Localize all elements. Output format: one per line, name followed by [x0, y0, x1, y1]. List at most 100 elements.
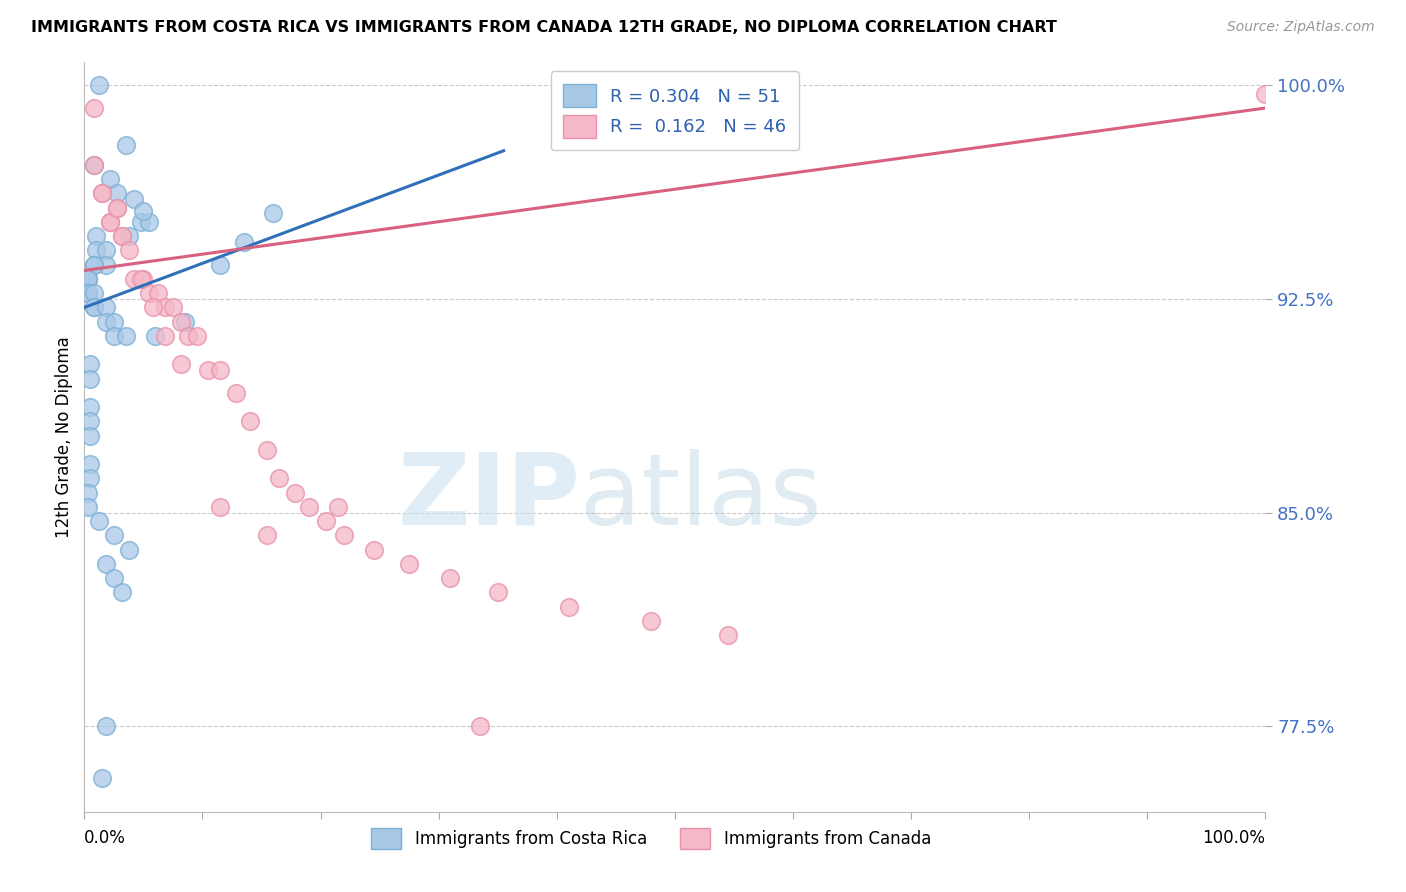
- Point: [94, 315, 117, 329]
- Point: [103, 528, 125, 542]
- Point: [83, 301, 105, 315]
- Point: [114, 138, 136, 153]
- Point: [79, 471, 101, 485]
- Point: [79, 372, 101, 386]
- Point: [83, 258, 105, 272]
- Point: [111, 229, 134, 244]
- Point: [439, 571, 461, 585]
- Point: [77, 272, 100, 286]
- Point: [103, 329, 125, 343]
- Point: [79, 428, 101, 442]
- Point: [142, 301, 165, 315]
- Point: [111, 585, 134, 599]
- Text: 100.0%: 100.0%: [1202, 829, 1265, 847]
- Point: [98, 172, 121, 186]
- Point: [103, 571, 125, 585]
- Point: [84, 229, 107, 244]
- Point: [77, 286, 100, 301]
- Point: [557, 599, 579, 614]
- Point: [132, 272, 155, 286]
- Point: [79, 414, 101, 428]
- Point: [107, 186, 129, 201]
- Point: [333, 528, 356, 542]
- Legend: Immigrants from Costa Rica, Immigrants from Canada: Immigrants from Costa Rica, Immigrants f…: [364, 822, 938, 855]
- Point: [84, 244, 107, 258]
- Text: atlas: atlas: [581, 449, 823, 546]
- Point: [284, 485, 307, 500]
- Point: [91, 186, 114, 201]
- Point: [94, 258, 117, 272]
- Point: [170, 315, 193, 329]
- Y-axis label: 12th Grade, No Diploma: 12th Grade, No Diploma: [55, 336, 73, 538]
- Point: [114, 329, 136, 343]
- Point: [328, 500, 350, 514]
- Point: [91, 186, 114, 201]
- Point: [129, 272, 152, 286]
- Point: [209, 500, 232, 514]
- Point: [232, 235, 254, 249]
- Point: [315, 514, 337, 528]
- Point: [79, 400, 101, 414]
- Point: [398, 557, 420, 571]
- Point: [146, 286, 169, 301]
- Point: [77, 272, 100, 286]
- Point: [262, 206, 284, 220]
- Point: [153, 329, 176, 343]
- Point: [468, 719, 491, 733]
- Point: [138, 215, 160, 229]
- Point: [209, 258, 232, 272]
- Point: [83, 158, 105, 172]
- Point: [298, 500, 321, 514]
- Point: [98, 215, 121, 229]
- Point: [122, 192, 145, 206]
- Point: [98, 215, 121, 229]
- Point: [173, 315, 195, 329]
- Point: [77, 286, 100, 301]
- Point: [129, 215, 152, 229]
- Text: Source: ZipAtlas.com: Source: ZipAtlas.com: [1227, 20, 1375, 34]
- Point: [177, 329, 200, 343]
- Point: [107, 201, 129, 215]
- Text: ZIP: ZIP: [398, 449, 581, 546]
- Point: [111, 229, 134, 244]
- Point: [153, 301, 176, 315]
- Point: [269, 471, 291, 485]
- Point: [132, 203, 155, 218]
- Point: [122, 272, 145, 286]
- Point: [186, 329, 208, 343]
- Point: [162, 301, 184, 315]
- Point: [197, 363, 219, 377]
- Point: [79, 457, 101, 471]
- Point: [94, 719, 117, 733]
- Point: [209, 363, 232, 377]
- Point: [717, 628, 740, 642]
- Point: [1254, 87, 1277, 101]
- Point: [77, 485, 100, 500]
- Point: [87, 514, 110, 528]
- Point: [83, 301, 105, 315]
- Point: [256, 528, 278, 542]
- Point: [103, 315, 125, 329]
- Point: [83, 286, 105, 301]
- Point: [83, 101, 105, 115]
- Point: [87, 78, 110, 93]
- Point: [118, 244, 141, 258]
- Point: [77, 272, 100, 286]
- Point: [107, 201, 129, 215]
- Point: [79, 358, 101, 372]
- Point: [94, 301, 117, 315]
- Point: [94, 244, 117, 258]
- Point: [225, 385, 247, 400]
- Point: [83, 258, 105, 272]
- Point: [363, 542, 385, 557]
- Point: [170, 358, 193, 372]
- Point: [640, 614, 662, 628]
- Point: [239, 414, 262, 428]
- Text: 0.0%: 0.0%: [84, 829, 127, 847]
- Point: [118, 542, 141, 557]
- Point: [143, 329, 166, 343]
- Point: [91, 771, 114, 785]
- Point: [486, 585, 509, 599]
- Point: [256, 442, 278, 457]
- Text: IMMIGRANTS FROM COSTA RICA VS IMMIGRANTS FROM CANADA 12TH GRADE, NO DIPLOMA CORR: IMMIGRANTS FROM COSTA RICA VS IMMIGRANTS…: [31, 20, 1057, 35]
